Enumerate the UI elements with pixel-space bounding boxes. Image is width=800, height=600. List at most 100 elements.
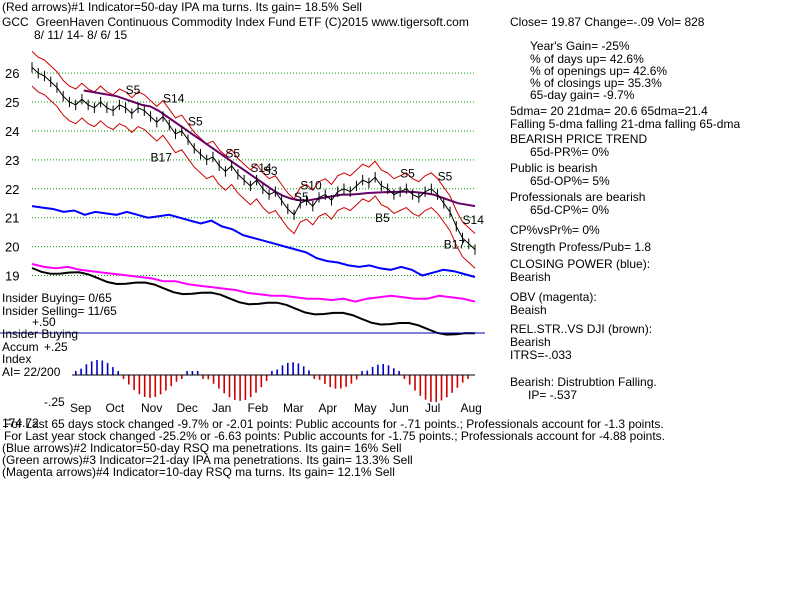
accum-bar-negative [403, 375, 406, 379]
accumulation-index-panel [75, 359, 469, 403]
days-up: % of days up= 42.6% [530, 52, 644, 66]
signal-label: S10 [300, 178, 322, 192]
accum-bar-negative [260, 375, 263, 388]
x-axis-month-labels: Sep Oct Nov Dec Jan Feb Mar Apr May Jun Jul Aug [70, 401, 482, 415]
accum-bar-negative [218, 375, 220, 389]
accum-bar-negative [239, 375, 241, 401]
accum-bar-negative [133, 375, 135, 390]
month-label: Apr [319, 401, 338, 415]
signal-label: S5 [400, 167, 415, 181]
insider-buying-count: Insider Buying= 0/65 [2, 291, 112, 305]
month-label: Jan [212, 401, 231, 415]
accum-bar-positive [191, 371, 194, 375]
accum-bar-positive [281, 365, 284, 375]
accum-bar-positive [186, 371, 188, 375]
years-gain: Year's Gain= -25% [530, 39, 630, 53]
public-heading: Public is bearish [510, 161, 598, 175]
accum-bar-negative [207, 375, 210, 380]
footer-65day: For Last 65 days stock changed -9.7% or … [4, 417, 664, 431]
ma-trend: Falling 5-dma falling 21-dma falling 65-… [510, 117, 741, 131]
strength-ratio: Strength Profess/Pub= 1.8 [510, 240, 652, 254]
accum-bar-negative [265, 375, 268, 381]
accum-bar-negative [334, 375, 337, 389]
ip-value: IP= -.537 [528, 388, 578, 402]
accum-bar-negative [212, 375, 215, 384]
cp-value: 65d-CP%= 0% [530, 203, 610, 217]
accum-bar-negative [159, 375, 162, 395]
accum-bar-positive [112, 367, 114, 375]
signal-label: S5 [294, 190, 309, 204]
distribution-text: Bearish: Distrubtion Falling. [510, 375, 657, 389]
signal-label: S3 [263, 164, 278, 178]
accum-plus-50: +.50 [32, 315, 56, 329]
accum-bar-positive [371, 366, 374, 375]
accum-bar-negative [313, 375, 316, 379]
insider-selling-count: Insider Selling= 11/65 [2, 304, 117, 318]
accum-bar-negative [430, 375, 432, 402]
month-label: Dec [177, 401, 198, 415]
month-label: Nov [141, 401, 162, 415]
accum-bar-negative [329, 375, 331, 388]
accum-bar-negative [202, 375, 204, 379]
accum-bar-positive [297, 363, 300, 375]
price-trend-heading: BEARISH PRICE TREND [510, 132, 648, 146]
ma-values: 5dma= 20 21dma= 20.6 65dma=21.4 [510, 104, 708, 118]
obv-heading: OBV (magenta): [510, 290, 597, 304]
professionals-heading: Professionals are bearish [510, 190, 646, 204]
signal-label: S14 [463, 213, 485, 227]
accum-bar-negative [467, 375, 469, 379]
accum-bar-positive [101, 360, 104, 375]
accum-bar-positive [302, 366, 305, 375]
accum-bar-negative [446, 375, 448, 398]
chart-series [31, 51, 476, 336]
accum-bar-negative [170, 375, 172, 387]
upper-band-line [31, 51, 476, 234]
accum-bar-positive [276, 369, 278, 375]
y-tick-label: 21 [5, 211, 19, 226]
closings-up: % of closings up= 35.3% [530, 76, 662, 90]
accum-bar-negative [228, 375, 231, 398]
accum-bar-negative [355, 375, 358, 380]
y-tick-label: 25 [5, 95, 19, 110]
relstr-heading: REL.STR..VS DJI (brown): [510, 322, 653, 336]
accum-bar-negative [234, 375, 236, 400]
month-label: Mar [283, 401, 304, 415]
accum-bar-positive [387, 365, 390, 375]
signal-label: B17 [151, 151, 173, 165]
accum-bar-negative [340, 375, 342, 389]
month-label: Oct [106, 401, 125, 415]
closing-power-value: Bearish [510, 270, 551, 284]
indicator-2-text: (Blue arrows)#2 Indicator=50-day RSQ ma … [2, 441, 402, 455]
accum-bar-positive [75, 371, 77, 375]
indicator-3-text: (Green arrows)#3 Indicator=21-day IPA ma… [2, 453, 413, 467]
gain-65: 65-day gain= -9.7% [530, 88, 635, 102]
month-label: Jul [425, 401, 440, 415]
y-tick-label: 22 [5, 182, 19, 197]
accum-bar-positive [117, 371, 119, 375]
accum-bar-negative [440, 375, 443, 401]
price-line [31, 66, 476, 250]
obv-line [31, 263, 476, 303]
y-tick-label: 24 [5, 124, 19, 139]
y-tick-label: 20 [5, 240, 19, 255]
accum-bar-positive [85, 364, 88, 375]
month-label: Jun [390, 401, 409, 415]
accum-bar-positive [366, 370, 369, 375]
ticker: GCC [2, 15, 29, 29]
accum-bar-negative [249, 375, 252, 398]
accum-bar-negative [181, 375, 183, 379]
signal-label: S14 [163, 92, 185, 106]
op-value: 65d-OP%= 5% [530, 174, 610, 188]
accum-bar-positive [271, 371, 273, 375]
accum-bar-negative [244, 375, 247, 400]
accum-bar-negative [345, 375, 347, 387]
index-label: Index [2, 352, 32, 366]
accum-bar-positive [96, 359, 98, 375]
accum-bar-negative [324, 375, 326, 384]
accum-bar-negative [138, 375, 141, 395]
accum-bar-negative [408, 375, 411, 385]
closing-power-line [31, 205, 476, 278]
accum-bar-positive [308, 370, 310, 375]
itrs-value: ITRS=-.033 [510, 348, 572, 362]
